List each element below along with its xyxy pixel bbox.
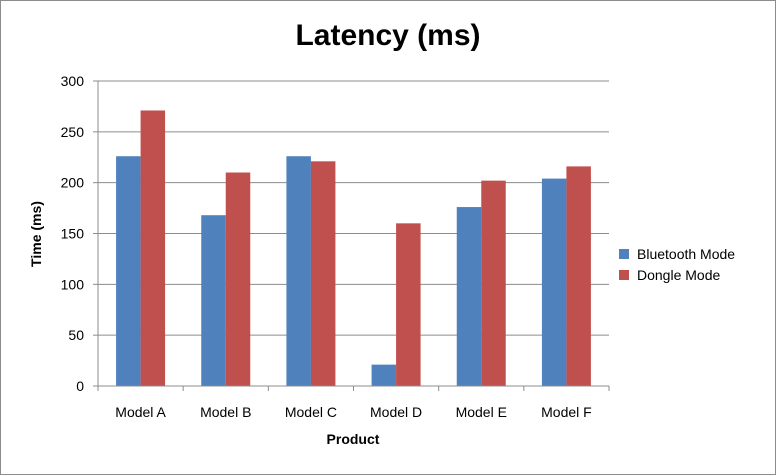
bar-dongle-model-b: [225, 172, 251, 386]
bar-dongle-model-f: [566, 166, 591, 386]
x-tick-label: Model A: [115, 404, 166, 420]
y-tick-label: 50: [68, 327, 84, 343]
bar-bluetooth-model-d: [371, 364, 397, 386]
bar-bluetooth-model-a: [116, 156, 141, 386]
x-tick-label: Model C: [285, 404, 337, 420]
y-tick-label: 300: [61, 73, 85, 89]
bar-bluetooth-model-f: [541, 178, 567, 386]
legend: Bluetooth Mode Dongle Mode: [619, 243, 735, 285]
legend-swatch-bluetooth: [619, 248, 629, 259]
bar-bluetooth-model-e: [456, 207, 482, 386]
bar-bluetooth-model-b: [201, 215, 226, 386]
bar-dongle-model-a: [140, 110, 166, 386]
legend-label-dongle: Dongle Mode: [637, 266, 721, 283]
y-tick-label: 250: [61, 124, 85, 140]
bar-dongle-model-e: [481, 180, 506, 386]
bar-dongle-model-c: [310, 161, 336, 386]
legend-item-dongle: Dongle Mode: [619, 264, 735, 285]
legend-item-bluetooth: Bluetooth Mode: [619, 243, 735, 264]
y-tick-label: 200: [61, 175, 85, 191]
y-axis-label: Time (ms): [28, 201, 44, 267]
x-axis-label: Product: [327, 431, 380, 447]
legend-label-bluetooth: Bluetooth Mode: [637, 245, 736, 262]
x-tick-label: Model D: [370, 404, 422, 420]
y-tick-label: 150: [61, 226, 85, 242]
x-tick-label: Model E: [456, 404, 507, 420]
chart-title: Latency (ms): [295, 19, 481, 52]
x-tick-label: Model F: [541, 404, 592, 420]
legend-swatch-dongle: [619, 269, 629, 280]
y-tick-labels: 0 50 100 150 200 250 300: [61, 73, 85, 394]
x-tick-label: Model B: [200, 404, 251, 420]
gridlines: [93, 80, 609, 387]
bar-dongle-model-d: [396, 223, 421, 386]
bars-group: [116, 110, 591, 386]
y-tick-label: 100: [61, 276, 85, 292]
y-tick-label: 0: [76, 378, 84, 394]
x-tick-labels: Model A Model B Model C Model D Model E Model…: [97, 386, 610, 420]
bar-bluetooth-model-c: [286, 156, 311, 386]
